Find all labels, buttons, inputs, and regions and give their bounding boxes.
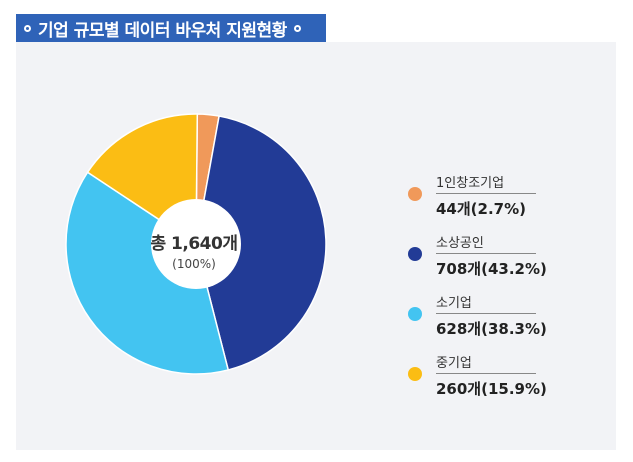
legend-value-1: 44개(2.7%) [436, 200, 526, 218]
pie-slice-3 [65, 171, 230, 375]
legend-value-4: 260개(15.9%) [436, 380, 547, 398]
chart-panel: 총 1,640개 (100%) 1인창조기업 44개(2.7%) 소상공인 70… [16, 42, 616, 450]
total-percent: (100%) [172, 257, 216, 271]
chart-title-bar: 기업 규모별 데이터 바우처 지원현황 [16, 14, 326, 42]
legend-marker-3 [408, 307, 422, 321]
title-left-bullet-icon [24, 24, 31, 32]
legend-marker-4 [408, 367, 422, 381]
legend-marker-1 [408, 187, 422, 201]
legend-name-2: 소상공인 [436, 236, 484, 251]
legend-name-1: 1인창조기업 [436, 176, 505, 191]
legend-name-3: 소기업 [436, 296, 472, 311]
pie-slice-2 [195, 115, 327, 371]
total-count: 총 1,640개 [150, 234, 238, 254]
legend-divider [436, 373, 536, 374]
legend-value-3: 628개(38.3%) [436, 320, 547, 338]
legend-marker-2 [408, 247, 422, 261]
title-right-bullet-icon [293, 24, 301, 32]
pie-chart [65, 113, 327, 375]
legend-divider [436, 313, 536, 314]
legend-value-2: 708개(43.2%) [436, 260, 547, 278]
pie-center-hole [151, 199, 241, 289]
chart-title: 기업 규모별 데이터 바우처 지원현황 [38, 20, 287, 41]
legend-divider [436, 193, 536, 194]
pie-center-label: 총 1,640개 (100%) [134, 229, 254, 271]
legend-name-4: 중기업 [436, 356, 472, 371]
legend-divider [436, 253, 536, 254]
